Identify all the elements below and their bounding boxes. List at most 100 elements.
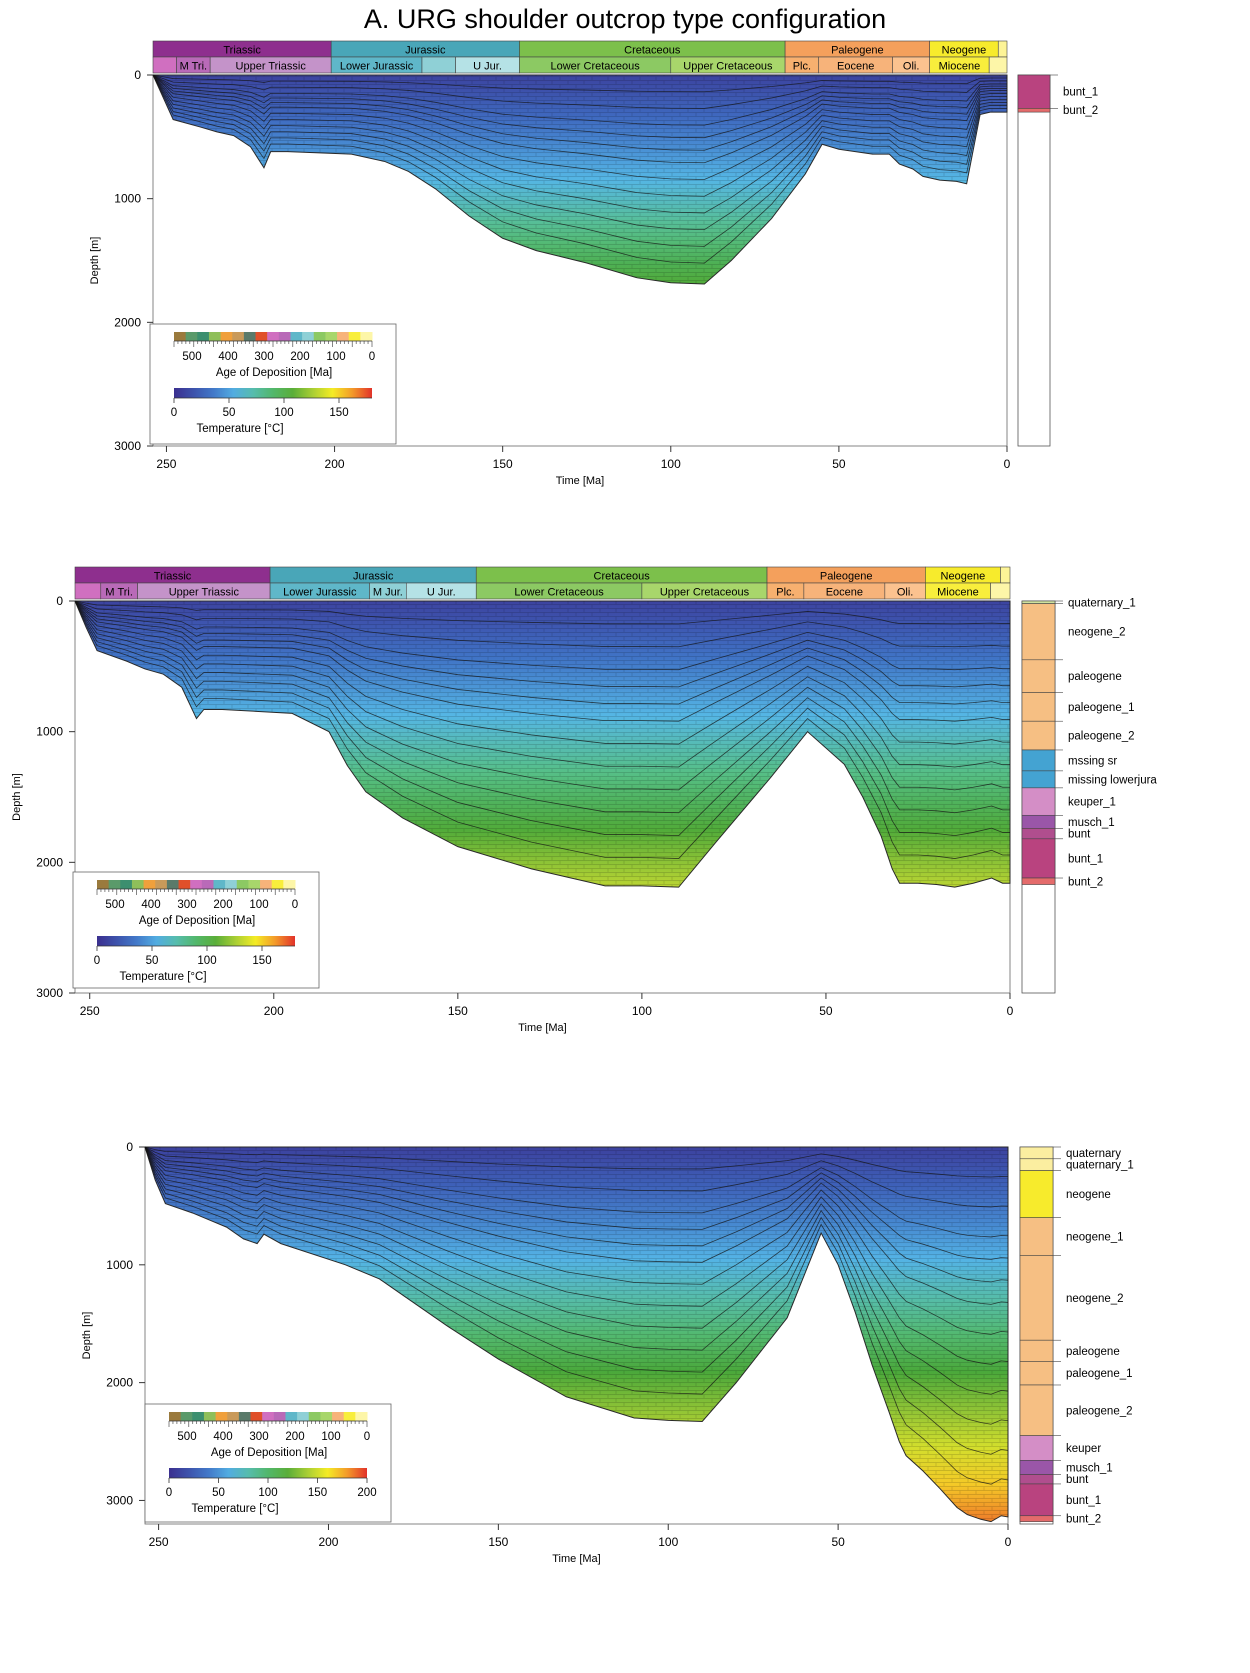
temp-tick-label: 100 — [197, 955, 216, 967]
strat-unit-label: paleogene_2 — [1068, 731, 1135, 743]
y-tick-label: 3000 — [36, 986, 63, 1000]
layer-boundary-line — [152, 74, 1007, 264]
layer-boundary-line — [152, 74, 1007, 197]
temp-tick-label: 100 — [258, 1487, 277, 1499]
layer-boundary-line — [74, 600, 1010, 814]
age-tick-label: 500 — [177, 1431, 196, 1443]
age-color-swatch — [271, 880, 284, 889]
layer-boundary-line — [144, 1146, 1009, 1283]
layer-boundary-line — [152, 74, 1007, 93]
panel-a: A. URG shoulder outcrop type configurati… — [0, 0, 1250, 520]
burial-history-chart-a: Triassic Jurassic Cretaceous Paleogene Neoge… — [89, 40, 1098, 487]
age-color-swatch — [308, 1412, 321, 1421]
age-tick-label: 500 — [105, 899, 124, 911]
age-color-swatch — [155, 880, 168, 889]
temp-tick-label: 0 — [171, 407, 177, 419]
strat-unit — [1019, 1255, 1054, 1341]
age-color-swatch — [278, 332, 291, 341]
temp-legend-title: Temperature [°C] — [119, 971, 206, 983]
y-tick-label: 2000 — [36, 855, 63, 869]
y-tick-label: 1000 — [114, 192, 141, 206]
strat-unit-label: bunt_2 — [1066, 1514, 1101, 1526]
age-color-swatch — [236, 880, 249, 889]
y-axis-label: Depth [m] — [11, 773, 23, 821]
temperature-color-bar — [169, 1468, 367, 1478]
age-color-swatch — [255, 332, 268, 341]
y-tick-label: 0 — [134, 68, 141, 82]
layer-boundary-line — [74, 600, 1010, 722]
layer-boundary-line — [152, 74, 1007, 109]
strat-unit — [1017, 108, 1051, 113]
epoch-label: Upper Cretaceous — [683, 61, 773, 73]
x-tick-label: 150 — [448, 1004, 468, 1018]
period-band — [1000, 566, 1011, 584]
temp-tick-label: 150 — [308, 1487, 327, 1499]
layer-boundary-line — [74, 600, 1010, 648]
age-color-swatch — [348, 332, 361, 341]
burial-history-chart-b: Triassic Jurassic Cretaceous Paleogene Neoge… — [11, 566, 1157, 1034]
strat-unit-label: mssing sr — [1068, 755, 1117, 767]
layer-boundary-line — [74, 600, 1010, 688]
epoch-label: Upper Triassic — [236, 61, 307, 73]
strat-unit — [1021, 603, 1056, 661]
age-color-swatch — [285, 1412, 298, 1421]
age-tick-label: 500 — [182, 351, 201, 363]
strat-unit-label: quaternary_1 — [1066, 1160, 1134, 1172]
strat-unit-label: bunt_1 — [1063, 87, 1098, 99]
strat-unit — [1019, 1460, 1054, 1475]
x-tick-label: 200 — [264, 1004, 284, 1018]
strat-unit-label: bunt_2 — [1063, 105, 1098, 117]
strat-unit — [1021, 600, 1056, 604]
epoch-label: Upper Triassic — [169, 587, 240, 599]
period-label: Triassic — [223, 45, 261, 57]
temp-tick-label: 0 — [166, 1487, 172, 1499]
y-axis-label: Depth [m] — [89, 237, 101, 285]
layer-boundary-line — [152, 74, 1007, 231]
x-tick-label: 100 — [661, 457, 681, 471]
layer-boundary-line — [144, 1146, 1009, 1395]
x-tick-label: 200 — [325, 457, 345, 471]
age-color-swatch — [325, 332, 338, 341]
epoch-label: U Jur. — [427, 587, 456, 599]
age-tick-label: 400 — [218, 351, 237, 363]
age-color-swatch — [108, 880, 121, 889]
layer-boundary-line — [74, 600, 1010, 859]
epoch-label: U Jur. — [473, 61, 502, 73]
strat-unit-label: bunt — [1066, 1474, 1089, 1486]
layer-boundary-line — [144, 1146, 1009, 1365]
temperature-color-bar — [174, 388, 372, 398]
y-tick-label: 2000 — [114, 315, 141, 329]
age-color-swatch — [120, 880, 133, 889]
strat-unit-label: bunt_1 — [1066, 1495, 1101, 1507]
y-tick-label: 3000 — [106, 1493, 133, 1507]
layer-boundary-line — [152, 74, 1007, 180]
strat-unit — [1021, 838, 1056, 879]
age-color-swatch — [185, 332, 198, 341]
x-tick-label: 250 — [156, 457, 176, 471]
age-tick-label: 200 — [290, 351, 309, 363]
temp-tick-label: 50 — [212, 1487, 225, 1499]
layer-boundary-line — [152, 74, 1007, 164]
strat-unit-label: musch_1 — [1066, 1462, 1113, 1474]
epoch-label: Miocene — [939, 61, 981, 73]
strat-unit-label: keuper — [1066, 1443, 1101, 1455]
age-tick-label: 0 — [369, 351, 375, 363]
epoch-band — [988, 56, 1008, 74]
layer-boundary-line — [144, 1146, 1009, 1178]
epoch-label: Lower Cretaceous — [550, 61, 640, 73]
layer-boundary-line — [74, 600, 1010, 837]
age-color-swatch — [355, 1412, 368, 1421]
age-color-swatch — [197, 332, 210, 341]
epoch-band — [152, 56, 177, 74]
layer-boundary-line — [152, 74, 1007, 151]
temp-tick-label: 100 — [274, 407, 293, 419]
strat-unit — [1021, 770, 1056, 789]
epoch-label: Oli. — [903, 61, 920, 73]
epoch-label: M Tri. — [180, 61, 208, 73]
age-color-swatch — [273, 1412, 286, 1421]
age-color-swatch — [201, 880, 214, 889]
period-label: Jurassic — [353, 571, 394, 583]
x-tick-label: 0 — [1005, 1535, 1012, 1549]
age-color-swatch — [169, 1412, 182, 1421]
age-color-swatch — [313, 332, 326, 341]
